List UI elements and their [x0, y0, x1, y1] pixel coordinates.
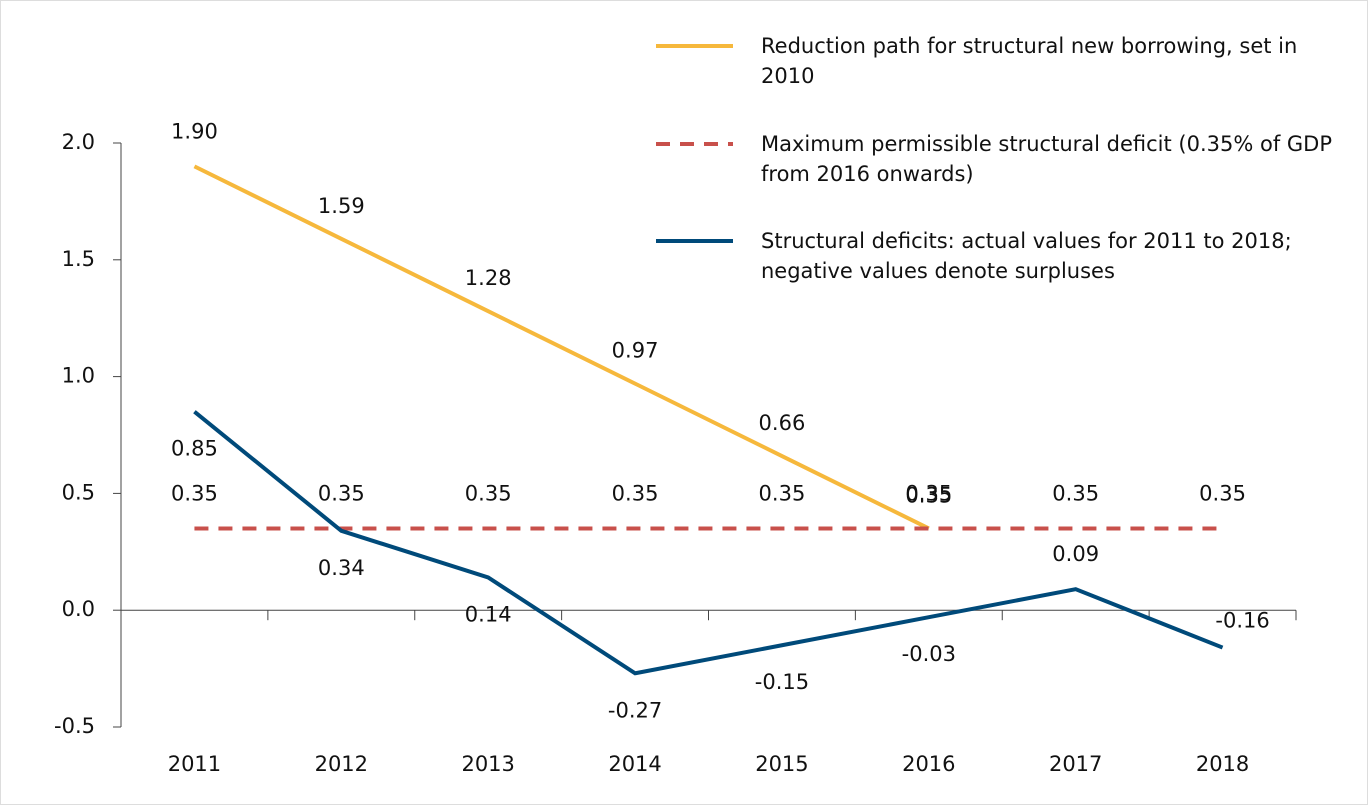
- data-label: 0.35: [905, 481, 952, 505]
- legend-label: Structural deficits: actual values for 2…: [761, 229, 1292, 283]
- data-label: 0.35: [171, 481, 218, 505]
- y-tick-label: -0.5: [54, 714, 95, 738]
- data-label: 0.35: [465, 481, 512, 505]
- data-label: 0.14: [465, 602, 512, 626]
- data-label: 0.35: [1199, 481, 1246, 505]
- data-label: 1.90: [171, 119, 218, 143]
- data-label: 0.34: [318, 556, 365, 580]
- data-label: -0.15: [755, 670, 809, 694]
- data-label: 0.97: [612, 339, 659, 363]
- data-label: 0.35: [612, 481, 659, 505]
- line-series: [193, 164, 930, 531]
- data-label: 0.35: [905, 483, 952, 507]
- data-label: -0.27: [608, 698, 662, 722]
- data-label: 0.09: [1052, 542, 1099, 566]
- data-label: 1.59: [318, 194, 365, 218]
- x-tick-label: 2011: [168, 752, 221, 776]
- y-tick-label: 2.0: [62, 130, 95, 154]
- legend-label: Reduction path for structural new borrow…: [761, 34, 1298, 88]
- data-label: 1.28: [465, 266, 512, 290]
- data-label: 0.85: [171, 437, 218, 461]
- y-tick-label: 0.5: [62, 480, 95, 504]
- x-tick-label: 2014: [608, 752, 661, 776]
- x-tick-label: 2017: [1049, 752, 1102, 776]
- x-tick-label: 2016: [902, 752, 955, 776]
- data-label: 0.35: [759, 481, 806, 505]
- data-label: -0.03: [902, 642, 956, 666]
- line-series: [193, 410, 1224, 676]
- y-tick-label: 1.5: [62, 247, 95, 271]
- x-tick-label: 2018: [1196, 752, 1249, 776]
- data-label: 0.66: [759, 411, 806, 435]
- legend-label: Maximum permissible structural deficit (…: [761, 132, 1333, 186]
- x-tick-label: 2013: [461, 752, 514, 776]
- data-label: -0.16: [1215, 609, 1269, 633]
- data-label: 0.35: [1052, 481, 1099, 505]
- y-tick-label: 1.0: [62, 364, 95, 388]
- data-label: 0.35: [318, 481, 365, 505]
- y-tick-label: 0.0: [62, 597, 95, 621]
- x-tick-label: 2012: [315, 752, 368, 776]
- x-tick-label: 2015: [755, 752, 808, 776]
